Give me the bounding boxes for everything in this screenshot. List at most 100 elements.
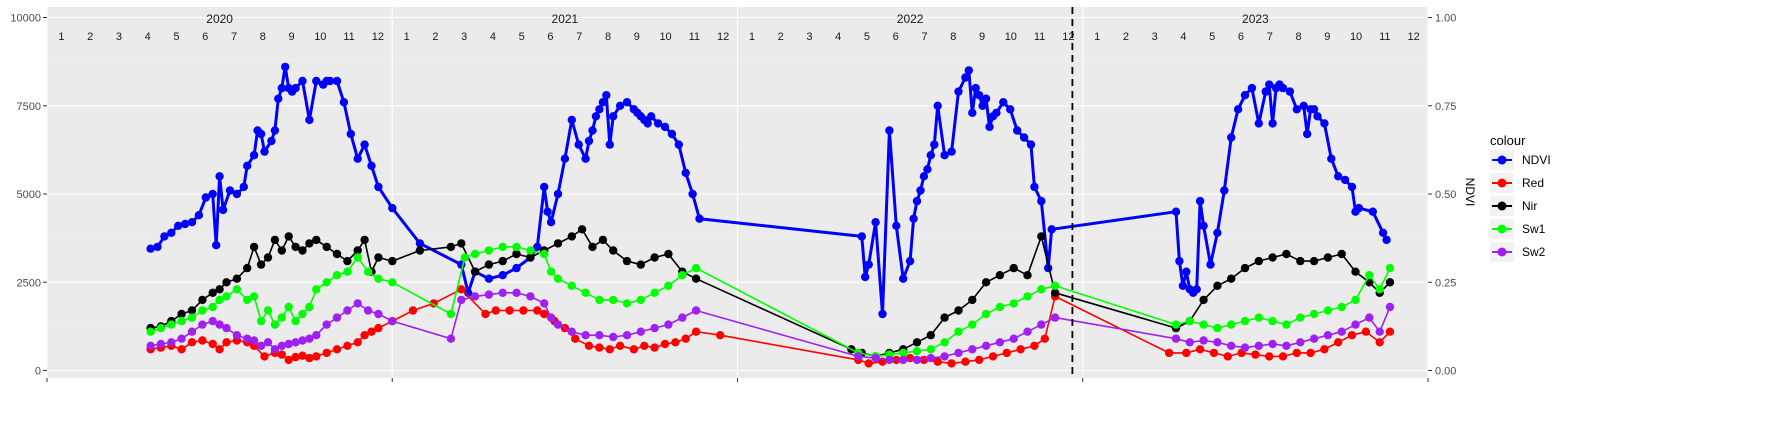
data-point-nir: [250, 243, 258, 251]
data-point-sw1: [692, 264, 700, 272]
data-point-red: [682, 335, 690, 343]
data-point-sw2: [526, 292, 534, 300]
data-point-sw1: [1338, 303, 1346, 311]
data-point-sw1: [1282, 320, 1290, 328]
data-point-nir: [343, 257, 351, 265]
data-point-red: [661, 340, 669, 348]
data-point-nir: [278, 246, 286, 254]
data-point-ndvi: [374, 183, 382, 191]
y-axis-left-tick-label: 5000: [17, 189, 41, 201]
data-point-nir: [1037, 232, 1045, 240]
data-point-ndvi: [561, 155, 569, 163]
data-point-ndvi: [1341, 176, 1349, 184]
year-label: 2022: [897, 12, 924, 26]
month-label: 9: [288, 31, 294, 43]
data-point-sw1: [264, 306, 272, 314]
data-point-nir: [588, 243, 596, 251]
data-point-ndvi: [1020, 133, 1028, 141]
month-label: 4: [145, 31, 151, 43]
data-point-sw1: [1023, 292, 1031, 300]
data-point-sw2: [177, 335, 185, 343]
data-point-nir: [1310, 257, 1318, 265]
data-point-sw1: [540, 250, 548, 258]
data-point-ndvi: [360, 140, 368, 148]
data-point-red: [260, 352, 268, 360]
y-axis-right-tick-label: 0.25: [1435, 277, 1456, 289]
data-point-sw1: [499, 243, 507, 251]
month-label: 1: [404, 31, 410, 43]
data-point-ndvi: [1182, 268, 1190, 276]
legend-label: Nir: [1522, 199, 1537, 213]
data-point-sw2: [222, 324, 230, 332]
data-point-sw1: [982, 310, 990, 318]
month-label: 3: [116, 31, 122, 43]
data-point-sw2: [1010, 335, 1018, 343]
data-point-ndvi: [982, 95, 990, 103]
data-point-sw2: [1338, 328, 1346, 336]
data-point-nir: [1241, 264, 1249, 272]
data-point-red: [1348, 331, 1356, 339]
data-point-red: [354, 338, 362, 346]
month-label: 10: [314, 31, 326, 43]
data-point-nir: [243, 264, 251, 272]
data-point-nir: [257, 260, 265, 268]
data-point-ndvi: [367, 162, 375, 170]
data-point-ndvi: [1172, 208, 1180, 216]
right-axis-title: NDVI: [1463, 178, 1477, 207]
month-label: 6: [1238, 31, 1244, 43]
data-point-red: [595, 343, 603, 351]
data-point-ndvi: [609, 112, 617, 120]
data-point-ndvi: [930, 140, 938, 148]
y-axis-right-tick-label: 0.00: [1435, 366, 1456, 378]
month-label: 11: [689, 31, 700, 43]
data-point-nir: [1199, 296, 1207, 304]
data-point-ndvi: [274, 95, 282, 103]
data-point-nir: [637, 260, 645, 268]
month-label: 5: [1209, 31, 1215, 43]
data-point-ndvi: [188, 218, 196, 226]
data-point-red: [198, 336, 206, 344]
data-point-sw1: [664, 282, 672, 290]
data-point-sw2: [595, 331, 603, 339]
data-point-sw1: [447, 310, 455, 318]
data-point-sw1: [298, 310, 306, 318]
data-point-sw1: [1324, 306, 1332, 314]
month-label: 8: [605, 31, 611, 43]
data-point-sw1: [333, 271, 341, 279]
month-label: 6: [547, 31, 553, 43]
data-point-ndvi: [250, 151, 258, 159]
data-point-ndvi: [1355, 204, 1363, 212]
data-point-red: [1016, 345, 1024, 353]
data-point-ndvi: [968, 109, 976, 117]
data-point-sw1: [1241, 317, 1249, 325]
data-point-nir: [233, 275, 241, 283]
legend-label: Sw1: [1522, 222, 1546, 236]
data-point-sw2: [1227, 342, 1235, 350]
data-point-ndvi: [858, 232, 866, 240]
data-point-red: [1320, 345, 1328, 353]
data-point-sw2: [1037, 320, 1045, 328]
data-point-ndvi: [965, 66, 973, 74]
data-point-sw2: [1386, 303, 1394, 311]
data-point-red: [278, 350, 286, 358]
data-point-sw2: [312, 331, 320, 339]
data-point-sw1: [209, 303, 217, 311]
data-point-ndvi: [209, 190, 217, 198]
data-point-nir: [1268, 253, 1276, 261]
data-point-sw1: [1172, 320, 1180, 328]
data-point-ndvi: [871, 218, 879, 226]
data-point-sw2: [343, 306, 351, 314]
data-point-red: [409, 306, 417, 314]
data-point-sw1: [637, 296, 645, 304]
data-point-ndvi: [333, 77, 341, 85]
month-label: 7: [921, 31, 927, 43]
data-point-sw1: [485, 246, 493, 254]
data-point-ndvi: [878, 310, 886, 318]
data-point-sw1: [291, 317, 299, 325]
data-point-ndvi: [499, 271, 507, 279]
data-point-red: [1306, 349, 1314, 357]
data-point-nir: [1255, 257, 1263, 265]
data-point-sw1: [167, 320, 175, 328]
data-point-sw2: [568, 328, 576, 336]
data-point-nir: [609, 246, 617, 254]
